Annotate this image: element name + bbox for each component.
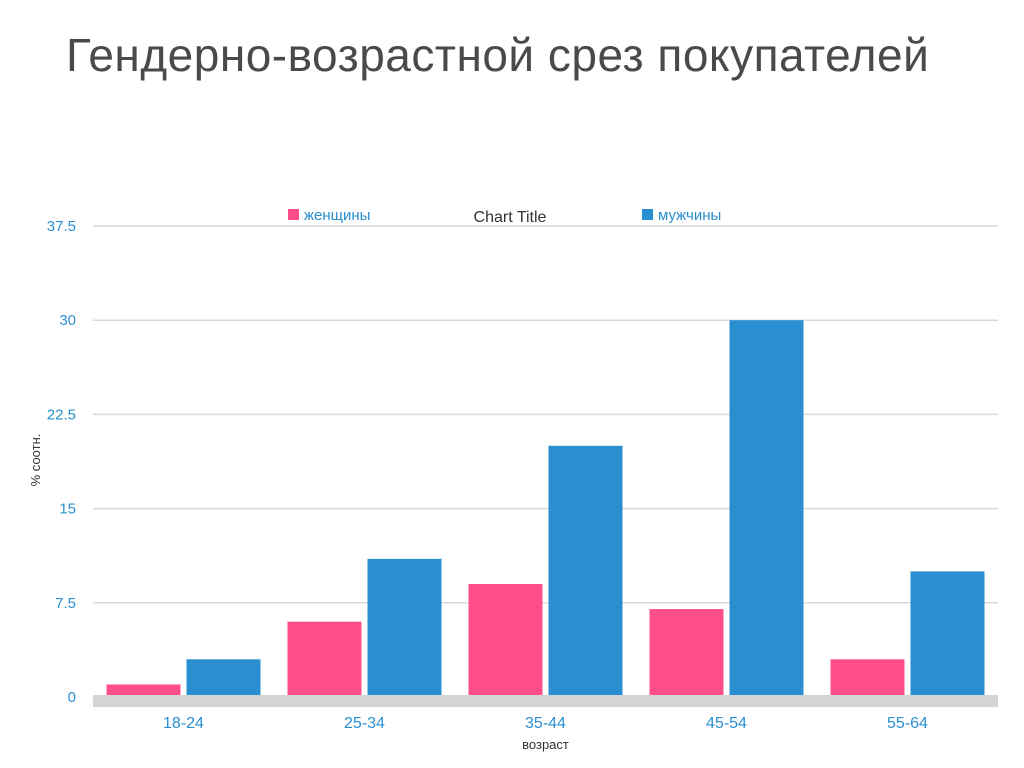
bars (106, 320, 985, 697)
y-tick-label: 0 (68, 689, 76, 706)
y-tick-label: 7.5 (55, 595, 76, 612)
bar-male (910, 571, 985, 697)
y-tick-label: 22.5 (47, 406, 76, 423)
bar-female (287, 621, 362, 697)
x-axis-title: возраст (522, 737, 569, 752)
legend: женщины мужчины (288, 207, 721, 224)
x-category-label: 45-54 (706, 715, 747, 732)
x-category-label: 25-34 (344, 715, 385, 732)
x-axis-baseline (93, 695, 998, 707)
y-axis-title: % соотн. (28, 434, 43, 487)
axis-baseline-band (93, 695, 998, 707)
x-category-label: 55-64 (887, 715, 928, 732)
chart-title: Chart Title (474, 209, 547, 226)
slide-title: Гендерно-возрастной срез покупателей (66, 29, 930, 81)
bar-male (186, 659, 261, 697)
bar-female (468, 583, 543, 697)
x-category-label: 18-24 (163, 715, 204, 732)
bar-female (106, 684, 181, 697)
bar-male (548, 445, 623, 697)
bar-male (729, 320, 804, 697)
legend-label: женщины (304, 207, 370, 224)
y-axis-tick-labels: 0 7.5 15 22.5 30 37.5 (47, 218, 76, 706)
bar-male (367, 558, 442, 697)
legend-swatch (288, 209, 299, 220)
x-category-label: 35-44 (525, 715, 566, 732)
legend-swatch (642, 209, 653, 220)
grid-lines (93, 225, 998, 604)
x-axis-category-labels: 18-24 25-34 35-44 45-54 55-64 (163, 715, 928, 732)
y-tick-label: 15 (59, 501, 76, 518)
bar-female (830, 659, 905, 697)
y-tick-label: 30 (59, 312, 76, 329)
bar-female (649, 609, 724, 697)
legend-label: мужчины (658, 207, 721, 224)
y-tick-label: 37.5 (47, 218, 76, 235)
